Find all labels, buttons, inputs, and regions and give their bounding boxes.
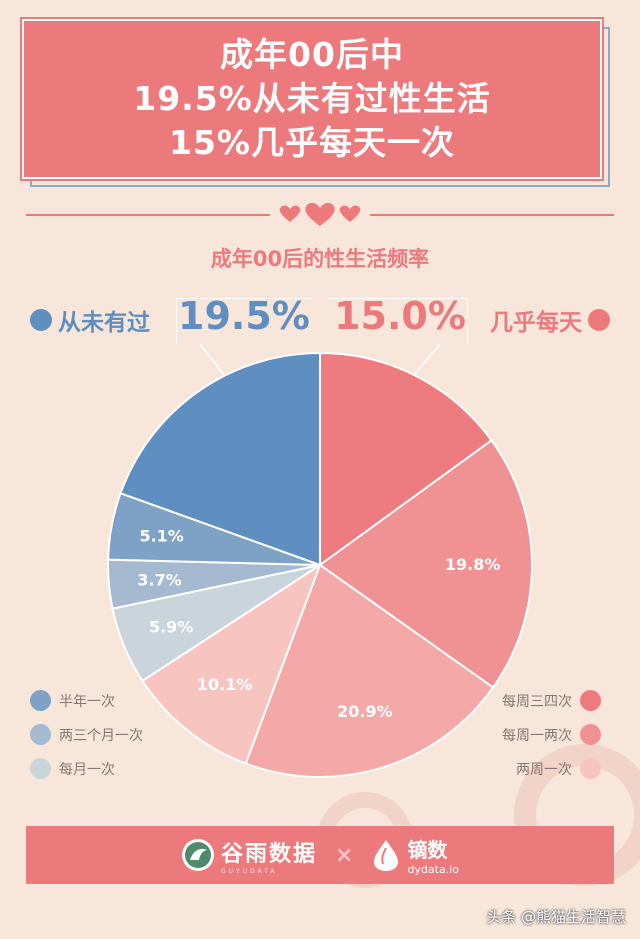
dydata-logo-sub: dydata.io [407,863,459,876]
legend-item-monthly: 每月一次 [30,758,115,779]
legend-label: 每月一次 [59,761,115,778]
legend-dot-icon [30,724,51,745]
legend-item-two-three-months: 两三个月一次 [30,724,143,745]
blue-dot-icon [30,309,52,331]
guyu-logo: 谷雨数据 GUYUDATA [181,836,317,875]
callout-right-text: 几乎每天 [490,310,582,336]
pie-slice-2 [244,563,495,778]
legend-item-half-year: 半年一次 [30,690,115,711]
callout-left-text: 从未有过 [58,310,150,336]
callout-leader-right [409,343,441,381]
pie-slice-1 [318,438,533,689]
drop-icon [374,840,399,871]
legend-dot-icon [580,724,601,745]
divider-right [370,214,614,216]
divider-left [26,214,270,216]
legend-label: 每周三四次 [502,693,572,710]
callout-right-value: 15.0% [334,294,466,338]
callout-left-label: 从未有过 [30,303,150,337]
dydata-logo: 镝数 dydata.io [371,834,459,876]
legend-label: 每周一两次 [502,727,572,744]
pie-slice-7 [119,351,321,567]
legend-dot-icon [30,758,51,779]
callout-right-frame [328,298,468,344]
guyu-logo-sub: GUYUDATA [220,867,278,875]
callout-left-value: 19.5% [178,294,310,338]
cross-icon: × [335,842,354,868]
dydata-logo-name: 镝数 [407,838,448,862]
legend-item-three-four-weekly: 每周三四次 [502,690,601,711]
legend-item-one-two-weekly: 每周一两次 [502,724,601,745]
hearts-icon [279,202,361,226]
pie-slice-3 [141,562,323,765]
legend-label: 两周一次 [516,761,572,778]
title-banner: 成年00后中 19.5%从未有过性生活 15%几乎每天一次 [20,17,604,181]
pie-slice-0 [319,351,493,567]
banner-line-3: 15%几乎每天一次 [169,123,455,162]
banner-line-1: 成年00后中 [220,35,404,74]
legend-label: 半年一次 [59,693,115,710]
bird-icon [181,839,214,871]
callout-left-frame [176,298,312,344]
banner-line-2: 19.5%从未有过性生活 [133,79,491,118]
pie-slice-label-6: 5.1% [139,526,183,545]
pie-slice-label-1: 19.8% [445,555,501,574]
callout-leader-left [199,343,229,381]
legend-dot-icon [30,690,51,711]
callout-right-label: 几乎每天 [490,303,610,337]
pie-slice-label-3: 10.1% [197,675,253,694]
watermark: 头条 @熊猫生活智慧 [486,908,626,926]
pink-dot-icon [588,309,610,331]
legend-dot-icon [580,758,601,779]
guyu-logo-name: 谷雨数据 [220,841,317,867]
footer-bar: 谷雨数据 GUYUDATA × 镝数 dydata.io [26,826,614,884]
legend-label: 两三个月一次 [59,727,143,744]
pie-slice-label-2: 20.9% [337,702,393,721]
legend-dot-icon [580,690,601,711]
pie-slice-label-5: 3.7% [137,571,181,590]
legend-item-biweekly: 两周一次 [516,758,601,779]
chart-subtitle: 成年00后的性生活频率 [210,247,430,271]
pie-slice-label-4: 5.9% [149,618,193,637]
